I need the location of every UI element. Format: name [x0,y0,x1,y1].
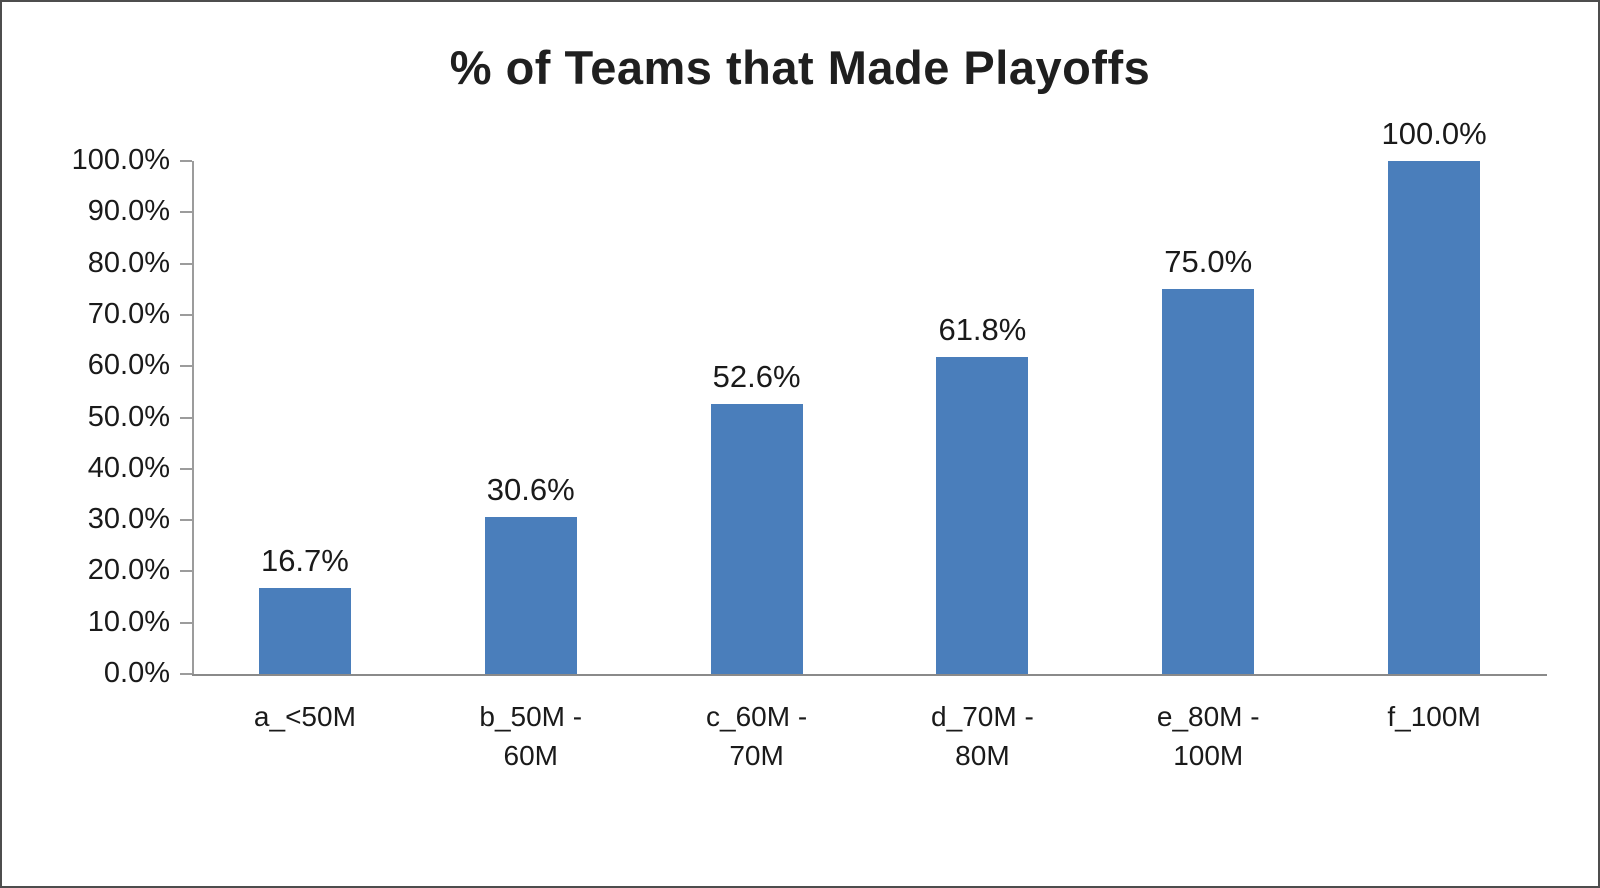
plot-area: 100.0% 90.0% 80.0% 70.0% 60.0% 50.0% 40.0% 30.0… [2,101,1598,821]
bar [936,356,1029,674]
bar-value-label: 61.8% [938,311,1027,347]
y-tick-mark [180,313,192,316]
y-tick-mark [180,416,192,419]
y-tick-mark [180,673,192,675]
y-axis-tick-label: 70.0% [87,297,170,330]
y-axis-tick-label: 100.0% [71,144,170,176]
y-tick-mark [180,570,192,573]
bar [1388,161,1481,674]
bar [258,588,351,674]
bar [710,404,803,674]
y-axis-tick-label: 30.0% [87,503,170,536]
y-tick-mark [180,211,192,214]
bar [484,517,577,674]
x-category-label: b_50M - 60M [479,701,583,771]
y-axis-tick-label: 10.0% [87,605,170,638]
x-category-label: c_60M - 70M [706,701,808,771]
y-tick-mark [180,621,192,624]
y-axis-tick-label: 0.0% [103,657,170,689]
x-category-label: f_100M [1387,701,1481,732]
y-axis-line [192,161,194,674]
y-tick-mark [180,467,192,470]
chart-title: % of Teams that Made Playoffs [449,41,1151,94]
y-axis-tick-label: 90.0% [87,195,170,228]
bar-value-label: 100.0% [1381,116,1487,151]
bar-value-label: 52.6% [712,359,801,395]
y-axis-tick-label: 60.0% [87,349,170,382]
bar-value-label: 75.0% [1164,244,1253,280]
y-axis-tick-label: 50.0% [87,400,170,433]
bar [1162,289,1255,674]
y-tick-mark [180,519,192,522]
x-category-label: a_<50M [253,701,356,732]
bar-value-label: 16.7% [260,543,349,579]
x-category-label: d_70M - 80M [931,701,1034,771]
y-axis-tick-label: 80.0% [87,246,170,279]
y-axis-tick-label: 40.0% [87,451,170,484]
bar-value-label: 30.6% [486,472,575,508]
y-axis-tick-label: 20.0% [87,554,170,587]
y-tick-mark [180,262,192,265]
x-axis-line [192,674,1547,676]
x-category-label: e_80M - 100M [1156,701,1260,771]
y-tick-mark [180,365,192,368]
y-tick-mark [180,160,192,162]
